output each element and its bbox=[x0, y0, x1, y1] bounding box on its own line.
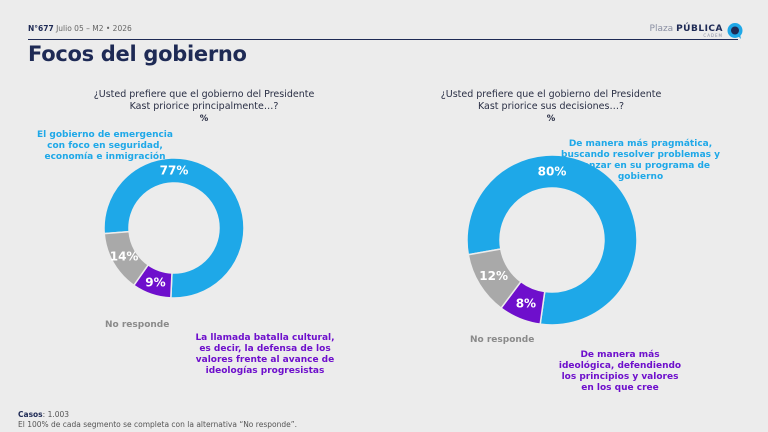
chart-2-slice-3 bbox=[467, 248, 522, 310]
speech-bubble-icon bbox=[727, 23, 743, 39]
donut-chart-1: 77% 9% 14% bbox=[104, 157, 245, 299]
chart-2-slice-1 bbox=[467, 154, 638, 326]
chart-1-alt-label: La llamada batalla cultural, es decir, l… bbox=[195, 333, 335, 376]
footer-note: El 100% de cada segmento se completa con… bbox=[18, 420, 297, 429]
cases-label: Casos bbox=[18, 410, 43, 419]
question-1: ¿Usted prefiere que el gobierno del Pres… bbox=[84, 89, 324, 125]
issue-date: Julio 05 – M2 • 2026 bbox=[56, 24, 132, 33]
chart-2-main-label: De manera más pragmática, buscando resol… bbox=[561, 139, 720, 182]
header-meta: N°677 Julio 05 – M2 • 2026 bbox=[28, 24, 132, 33]
chart-1-main-label: El gobierno de emergencia con foco en se… bbox=[37, 130, 173, 162]
logo-sub: CADEM bbox=[703, 32, 723, 38]
chart-1-slice-3 bbox=[104, 230, 150, 287]
logo-bold: PÚBLICA bbox=[676, 23, 723, 34]
question-1-text: ¿Usted prefiere que el gobierno del Pres… bbox=[93, 89, 315, 112]
chart-2-value-label-2: 8% bbox=[516, 296, 536, 310]
donut-chart-2: 80% 8% 12% bbox=[467, 154, 638, 326]
question-2-text: ¿Usted prefiere que el gobierno del Pres… bbox=[440, 89, 662, 112]
chart-2-alt-label: De manera más ideológica, defendiendo lo… bbox=[558, 350, 682, 393]
issue-number: N°677 bbox=[28, 24, 54, 33]
chart-1-no-responde-label: No responde bbox=[105, 320, 170, 330]
chart-1-slice-1 bbox=[104, 157, 245, 299]
page-title: Focos del gobierno bbox=[28, 42, 247, 66]
chart-1-value-label-1: 77% bbox=[160, 164, 189, 178]
footer: Casos: 1.003 El 100% de cada segmento se… bbox=[18, 410, 297, 430]
header-divider bbox=[28, 39, 738, 40]
chart-2-value-label-1: 80% bbox=[538, 165, 567, 179]
question-1-unit: % bbox=[199, 114, 209, 124]
cases-value: : 1.003 bbox=[42, 410, 70, 419]
chart-1-value-label-3: 14% bbox=[110, 250, 139, 264]
chart-1-value-label-2: 9% bbox=[145, 275, 165, 289]
chart-2-no-responde-label: No responde bbox=[470, 335, 535, 345]
chart-2-value-label-3: 12% bbox=[479, 269, 508, 283]
question-2-unit: % bbox=[546, 114, 556, 124]
question-2: ¿Usted prefiere que el gobierno del Pres… bbox=[436, 89, 666, 125]
plaza-publica-logo: Plaza PÚBLICA CADEM bbox=[650, 22, 744, 40]
logo-prefix: Plaza bbox=[649, 23, 674, 34]
